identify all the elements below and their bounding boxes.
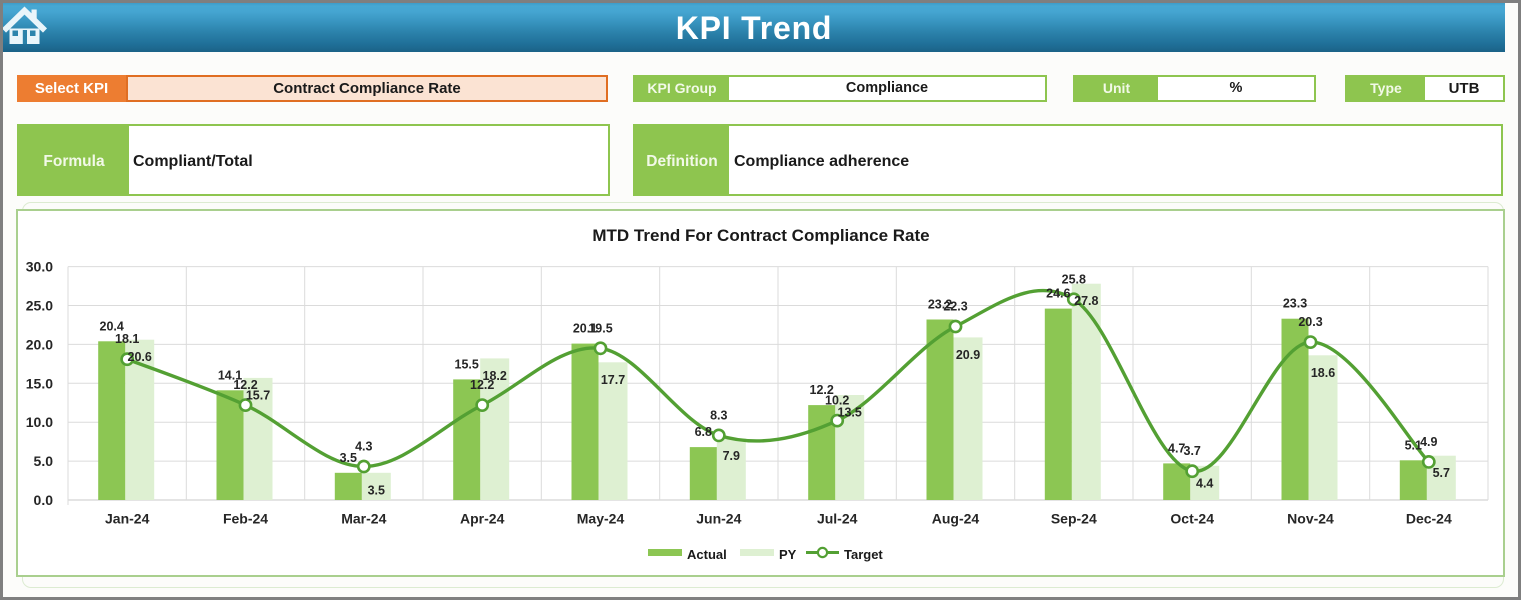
svg-text:7.9: 7.9 <box>723 449 740 463</box>
svg-text:23.3: 23.3 <box>1283 297 1307 311</box>
svg-text:13.5: 13.5 <box>838 406 862 420</box>
svg-text:Sep-24: Sep-24 <box>1051 511 1097 527</box>
svg-text:0.0: 0.0 <box>34 492 54 508</box>
svg-text:20.3: 20.3 <box>1298 315 1322 329</box>
svg-text:4.9: 4.9 <box>1420 435 1437 449</box>
svg-text:MTD Trend For Contract Complia: MTD Trend For Contract Compliance Rate <box>592 226 929 245</box>
svg-text:3.5: 3.5 <box>368 483 385 497</box>
svg-text:22.3: 22.3 <box>943 300 967 314</box>
svg-text:Mar-24: Mar-24 <box>341 511 386 527</box>
svg-text:Jul-24: Jul-24 <box>817 511 858 527</box>
svg-text:May-24: May-24 <box>577 511 625 527</box>
svg-text:20.6: 20.6 <box>128 350 152 364</box>
svg-text:24.6: 24.6 <box>1046 287 1070 301</box>
svg-text:6.8: 6.8 <box>695 425 712 439</box>
svg-text:20.1: 20.1 <box>573 322 597 336</box>
svg-text:30.0: 30.0 <box>26 259 53 275</box>
svg-text:8.3: 8.3 <box>710 408 727 422</box>
svg-text:20.0: 20.0 <box>26 336 53 352</box>
svg-text:4.4: 4.4 <box>1196 476 1213 490</box>
svg-text:20.9: 20.9 <box>956 348 980 362</box>
svg-text:10.2: 10.2 <box>825 394 849 408</box>
svg-text:12.2: 12.2 <box>233 378 257 392</box>
svg-text:15.0: 15.0 <box>26 375 53 391</box>
svg-text:5.1: 5.1 <box>1405 438 1422 452</box>
svg-text:18.6: 18.6 <box>1311 366 1335 380</box>
svg-text:19.5: 19.5 <box>588 321 612 335</box>
svg-text:Oct-24: Oct-24 <box>1170 511 1214 527</box>
svg-text:18.1: 18.1 <box>115 332 139 346</box>
svg-text:Nov-24: Nov-24 <box>1287 511 1334 527</box>
svg-text:3.7: 3.7 <box>1184 444 1201 458</box>
svg-text:25.8: 25.8 <box>1062 272 1086 286</box>
svg-text:17.7: 17.7 <box>601 373 625 387</box>
svg-text:4.7: 4.7 <box>1168 441 1185 455</box>
svg-text:Aug-24: Aug-24 <box>932 511 980 527</box>
svg-text:Feb-24: Feb-24 <box>223 511 268 527</box>
svg-text:5.7: 5.7 <box>1433 466 1450 480</box>
svg-text:Target: Target <box>844 547 883 562</box>
svg-text:10.0: 10.0 <box>26 414 53 430</box>
svg-text:4.3: 4.3 <box>355 440 372 454</box>
svg-text:Dec-24: Dec-24 <box>1406 511 1452 527</box>
svg-text:3.5: 3.5 <box>340 451 357 465</box>
svg-text:Jun-24: Jun-24 <box>696 511 741 527</box>
svg-text:20.4: 20.4 <box>100 319 124 333</box>
svg-text:Actual: Actual <box>687 547 727 562</box>
svg-text:PY: PY <box>779 547 797 562</box>
svg-text:15.7: 15.7 <box>246 388 270 402</box>
svg-text:14.1: 14.1 <box>218 368 242 382</box>
svg-text:12.2: 12.2 <box>470 378 494 392</box>
svg-text:Jan-24: Jan-24 <box>105 511 150 527</box>
svg-text:23.2: 23.2 <box>928 298 952 312</box>
svg-text:12.2: 12.2 <box>810 383 834 397</box>
svg-text:Apr-24: Apr-24 <box>460 511 505 527</box>
svg-text:18.2: 18.2 <box>483 369 507 383</box>
svg-text:25.0: 25.0 <box>26 298 53 314</box>
svg-text:27.8: 27.8 <box>1074 294 1098 308</box>
svg-text:15.5: 15.5 <box>455 357 479 371</box>
svg-text:5.0: 5.0 <box>34 453 54 469</box>
